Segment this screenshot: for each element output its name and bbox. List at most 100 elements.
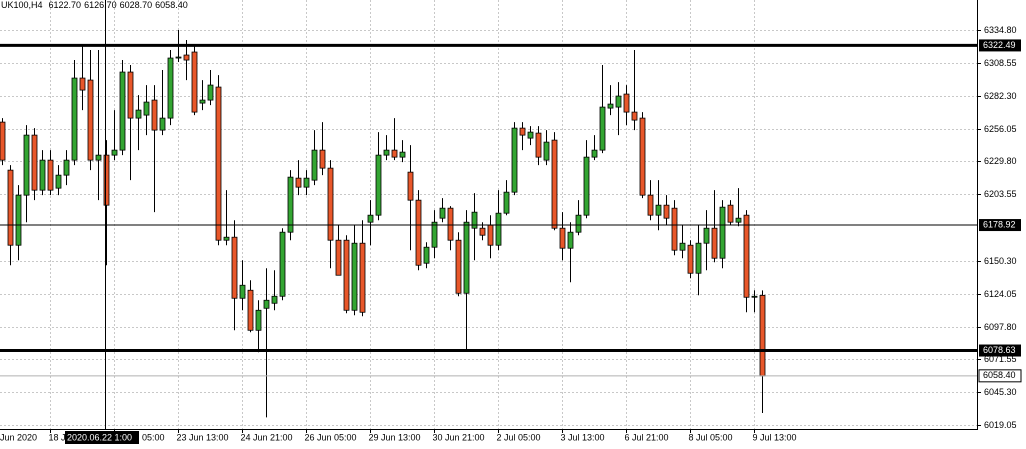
- candle-body: [95, 154, 102, 161]
- candle-body: [551, 139, 558, 229]
- x-tick-label: 26 Jun 05:00: [305, 432, 357, 442]
- candle-body: [591, 149, 598, 158]
- candle-body: [495, 212, 502, 246]
- candle-body: [303, 177, 310, 188]
- candle-body: [471, 211, 478, 229]
- candle-body: [207, 84, 214, 101]
- candle-body: [479, 227, 486, 236]
- candle-body: [535, 132, 542, 158]
- level-label: 6178.92: [983, 219, 1016, 229]
- candle-body: [239, 284, 246, 299]
- candle-body: [71, 77, 78, 161]
- level-label: 6078.63: [983, 345, 1016, 355]
- candle-body: [455, 239, 462, 294]
- candle-body: [359, 242, 366, 313]
- x-tick-label: 29 Jun 13:00: [369, 432, 421, 442]
- candle-body: [751, 295, 758, 298]
- candle-body: [319, 149, 326, 169]
- candle-body: [671, 207, 678, 251]
- candle-body: [55, 174, 62, 189]
- candle-body: [567, 231, 574, 249]
- x-tick-label: 8 Jul 05:00: [689, 432, 733, 442]
- candle-body: [103, 154, 110, 206]
- candle-body: [559, 227, 566, 249]
- candle-body: [735, 217, 742, 223]
- candle-body: [391, 149, 398, 158]
- candle-body: [119, 71, 126, 151]
- candle-body: [607, 103, 614, 109]
- candle-body: [63, 159, 70, 176]
- crosshair-label-box: [65, 431, 139, 444]
- x-tick-label: 9 Jul 13:00: [753, 432, 797, 442]
- candle-body: [351, 242, 358, 311]
- candle-body: [271, 295, 278, 304]
- candle-body: [167, 57, 174, 119]
- candle-body: [439, 207, 446, 219]
- candle-body: [743, 214, 750, 298]
- candle-body: [727, 204, 734, 223]
- candle-body: [759, 294, 766, 377]
- candle-body: [663, 204, 670, 219]
- bid-label: 6058.40: [983, 370, 1016, 380]
- candle-body: [367, 214, 374, 223]
- candle-body: [247, 289, 254, 331]
- y-tick-label: 6334.80: [984, 25, 1017, 35]
- y-tick-label: 6124.05: [984, 289, 1017, 299]
- candle-body: [279, 231, 286, 297]
- candle-body: [47, 159, 54, 191]
- candle-body: [15, 194, 22, 246]
- bid-label-box: [978, 369, 1022, 383]
- candle-body: [255, 309, 262, 331]
- candle-body: [719, 206, 726, 259]
- candle-body: [215, 86, 222, 241]
- candle-body: [223, 236, 230, 241]
- level-label-box: [979, 219, 1021, 232]
- x-tick-label: 30 Jun 21:00: [433, 432, 485, 442]
- candle-body: [543, 141, 550, 161]
- candle-body: [527, 131, 534, 139]
- candle-body: [575, 214, 582, 233]
- candle-body: [79, 77, 86, 91]
- symbol: UK100,H4: [1, 0, 43, 10]
- candle-body: [295, 177, 302, 188]
- candle-body: [375, 154, 382, 216]
- candle-body: [135, 109, 142, 119]
- x-start-label: Jun 2020: [0, 432, 37, 442]
- y-tick-label: 6308.55: [984, 58, 1017, 68]
- candle-body: [655, 204, 662, 216]
- ohlc-low: 6028.70: [120, 0, 153, 10]
- candle-body: [503, 191, 510, 214]
- candle-body: [631, 111, 638, 121]
- candle-body: [151, 99, 158, 131]
- candle-body: [615, 95, 622, 108]
- candle-body: [143, 101, 150, 116]
- candle-body: [687, 244, 694, 274]
- candle-body: [335, 239, 342, 276]
- y-tick-label: 6097.80: [984, 322, 1017, 332]
- x-tick-label: 3 Jul 13:00: [561, 432, 605, 442]
- candle-body: [695, 242, 702, 274]
- candle-body: [519, 127, 526, 136]
- level-label: 6322.49: [983, 40, 1016, 50]
- grid: [0, 0, 977, 429]
- candle-body: [199, 99, 206, 104]
- candle-body: [127, 71, 134, 119]
- candle-body: [191, 51, 198, 113]
- candle-body: [623, 93, 630, 113]
- ohlc-high: 6126.70: [84, 0, 117, 10]
- y-tick-label: 6229.80: [984, 156, 1017, 166]
- x-tick-label: 24 Jun 21:00: [241, 432, 293, 442]
- candle-body: [0, 121, 6, 161]
- candle-body: [447, 207, 454, 241]
- candle-body: [647, 194, 654, 216]
- candle-body: [263, 299, 270, 309]
- candle-body: [431, 221, 438, 248]
- plot: [0, 30, 766, 418]
- candle-body: [711, 227, 718, 259]
- candle-body: [111, 149, 118, 156]
- candle-body: [159, 117, 166, 131]
- candle-body: [343, 239, 350, 311]
- crosshair-label: 2020.06.22 1:00: [67, 432, 132, 442]
